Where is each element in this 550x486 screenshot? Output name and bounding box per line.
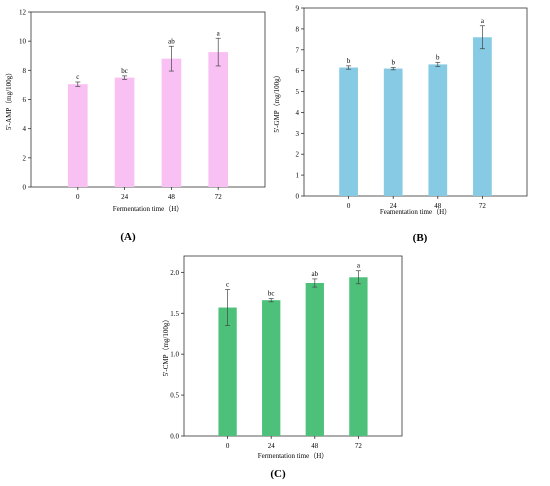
x-tick-label: 0 [76,193,80,201]
x-tick-label: 48 [434,202,442,210]
bar [339,67,358,197]
bar [67,84,88,187]
x-tick-label: 72 [479,202,487,210]
x-axis-title: Fermentation time（H） [258,452,329,460]
y-tick-label: 4 [23,125,27,133]
y-tick-label: 5 [296,88,300,96]
bar [428,64,448,197]
bar [208,52,229,187]
x-tick-label: 24 [268,442,276,450]
bar [305,283,324,436]
y-tick-label: 6 [23,96,27,104]
x-axis-title: Feamentation time（H） [380,208,451,216]
significance-letter: c [226,281,229,289]
significance-letter: b [436,53,440,61]
bar [218,307,237,436]
y-tick-label: 3 [296,130,300,138]
y-tick-label: 1.5 [170,310,179,318]
y-tick-label: 0 [296,193,300,201]
bar [349,277,368,436]
significance-letter: ab [168,37,175,45]
bar [161,58,182,187]
x-tick-label: 24 [121,193,129,201]
bar [473,37,492,196]
plot-frame [303,7,528,197]
panel-label: (B) [413,232,428,244]
y-axis-title: 5'-AMP（mg/100g） [5,69,13,130]
y-axis-title: 5'-CMP（mg/100g） [162,316,170,377]
x-tick-label: 72 [215,193,223,201]
bar [383,68,403,196]
y-tick-label: 8 [23,67,27,75]
panel-label: (A) [120,231,136,243]
significance-letter: a [481,17,485,25]
x-tick-label: 72 [355,442,363,450]
plot-frame [30,11,266,188]
bar [262,300,281,436]
x-tick-label: 24 [390,202,398,210]
y-tick-label: 2 [296,151,300,159]
y-tick-label: 1.0 [170,351,179,359]
bar [114,77,135,187]
significance-letter: a [217,29,221,37]
y-tick-label: 0.0 [170,433,179,441]
plot-frame [183,255,403,437]
x-tick-label: 0 [347,202,351,210]
y-tick-label: 2.0 [170,269,179,277]
x-axis-title: Fermentation time（H） [113,205,184,213]
y-tick-label: 0.5 [170,392,179,400]
significance-letter: bc [121,67,128,75]
significance-letter: bc [268,290,275,298]
y-tick-label: 4 [296,109,300,117]
x-tick-label: 48 [311,442,319,450]
significance-letter: ab [311,270,318,278]
panel-label: (C) [270,468,286,480]
y-axis-title: 5'-GMP（mg/100g） [273,71,281,132]
y-tick-label: 8 [296,25,300,33]
y-tick-label: 6 [296,67,300,75]
x-tick-label: 48 [168,193,176,201]
significance-letter: b [391,58,395,66]
y-tick-label: 1 [296,172,300,180]
y-tick-label: 7 [296,46,300,54]
significance-letter: a [357,262,361,270]
y-tick-label: 12 [19,9,27,17]
y-tick-label: 9 [296,5,300,13]
y-tick-label: 0 [23,184,27,192]
significance-letter: c [76,73,79,81]
significance-letter: b [347,57,351,65]
x-tick-label: 0 [226,442,230,450]
y-tick-label: 2 [23,154,27,162]
y-tick-label: 10 [19,38,27,46]
